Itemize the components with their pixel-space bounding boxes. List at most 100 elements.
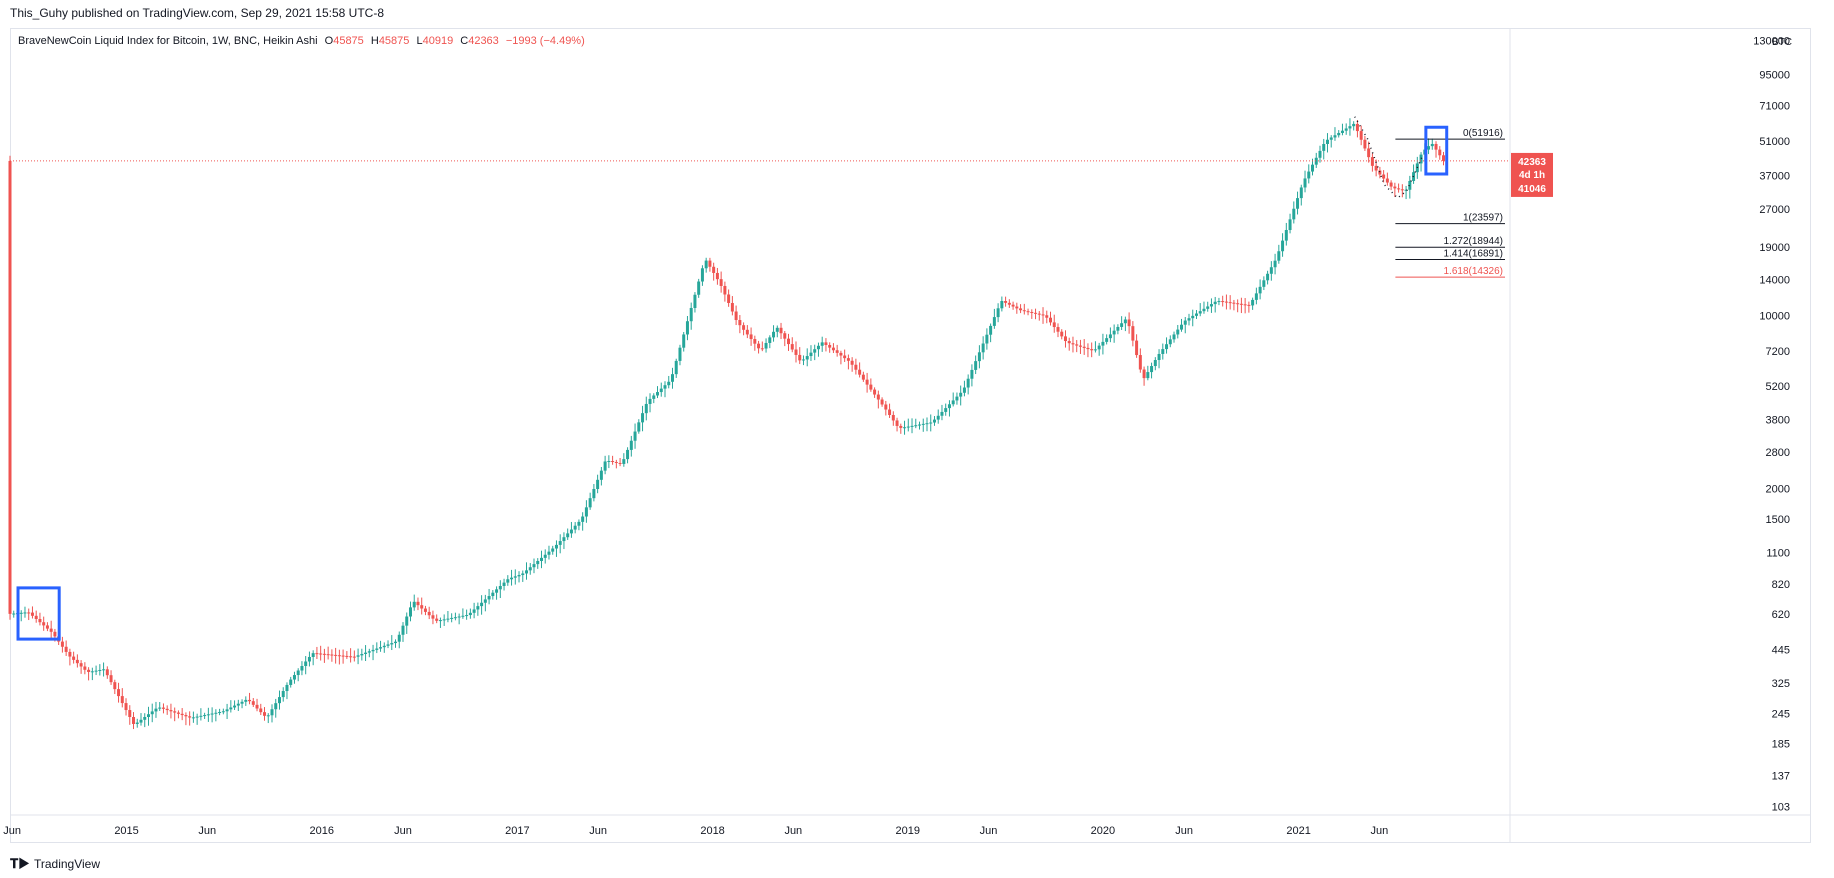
candle-body: [970, 369, 974, 379]
candle-body: [1112, 330, 1116, 335]
candle-body: [397, 634, 401, 642]
candle-body: [884, 404, 888, 410]
candle-body: [1138, 355, 1142, 370]
candle-body: [629, 440, 633, 450]
candle-body: [843, 355, 847, 359]
candle-body: [1292, 208, 1296, 220]
y-tick-label: 7200: [1766, 346, 1790, 358]
candle-body: [352, 656, 356, 658]
candle-body: [562, 537, 566, 542]
candle-body: [1385, 178, 1389, 183]
candle-body: [375, 648, 379, 650]
candle-body: [277, 697, 281, 704]
candle-body: [420, 605, 424, 609]
candle-body: [850, 360, 854, 365]
candle-body: [442, 619, 446, 621]
candle-body: [685, 321, 689, 335]
change-value: −1993 (−4.49%): [505, 35, 585, 47]
candle-body: [1180, 324, 1184, 330]
candle-body: [940, 411, 944, 416]
candle-body: [566, 533, 570, 538]
candle-body: [1105, 338, 1109, 342]
candle-body: [1404, 189, 1408, 191]
candle-body: [210, 713, 214, 715]
candle-body: [53, 631, 57, 637]
y-tick-label: 51000: [1759, 136, 1790, 148]
candle-body: [757, 343, 761, 349]
candle-body: [1236, 303, 1240, 305]
candle-body: [678, 347, 682, 361]
candle-body: [128, 710, 132, 717]
candle-body: [266, 715, 270, 717]
candle-body: [225, 709, 229, 712]
candle-body: [1247, 304, 1251, 306]
candle-body: [876, 394, 880, 400]
candle-body: [944, 408, 948, 412]
candle-body: [1221, 301, 1225, 303]
candle-body: [1011, 304, 1015, 307]
y-tick-label: 103: [1772, 801, 1790, 813]
candle-body: [109, 675, 113, 683]
candle-body: [719, 279, 723, 286]
candle-body: [989, 325, 993, 335]
candle-body: [90, 671, 94, 673]
candle-body: [670, 374, 674, 382]
candle-body: [1056, 327, 1060, 332]
candle-body: [476, 606, 480, 610]
candle-body: [764, 342, 768, 349]
candle-body: [712, 266, 716, 273]
candle-body: [199, 715, 203, 717]
candle-body: [869, 384, 873, 390]
candle-body: [805, 356, 809, 360]
candle-body: [730, 302, 734, 312]
candle-body: [1258, 286, 1262, 294]
candle-body: [143, 716, 147, 720]
candle-body: [483, 599, 487, 603]
candle-body: [779, 327, 783, 334]
candle-body: [1397, 188, 1401, 190]
candle-body: [498, 585, 502, 590]
candle-body: [700, 268, 704, 282]
candle-body: [79, 663, 83, 667]
candle-body: [1030, 312, 1034, 314]
candle-body: [334, 654, 338, 656]
candle-body: [1000, 301, 1004, 309]
candle-body: [614, 461, 618, 463]
candle-body: [985, 334, 989, 344]
x-tick-label: Jun: [1370, 825, 1388, 837]
candle-body: [105, 669, 109, 676]
candle-body: [727, 294, 731, 303]
candle-body: [1052, 322, 1056, 328]
candle-body: [547, 551, 551, 555]
candle-body: [1176, 329, 1180, 335]
open-label: O: [324, 35, 334, 47]
candle-body: [1090, 349, 1094, 351]
candle-body: [996, 308, 1000, 318]
candle-body: [8, 160, 12, 614]
tradingview-footer[interactable]: 𝐓▶ TradingView: [10, 856, 100, 872]
candle-body: [1284, 229, 1288, 241]
candle-body: [704, 260, 708, 269]
candle-body: [656, 392, 660, 396]
close-label: C: [460, 35, 469, 47]
y-tick-label: 95000: [1759, 69, 1790, 81]
candle-body: [790, 344, 794, 350]
last-price-badge: [1511, 152, 1553, 197]
candle-body: [1389, 182, 1393, 187]
candle-body: [304, 661, 308, 667]
candle-body: [188, 716, 192, 718]
candle-body: [951, 400, 955, 405]
y-tick-label: 445: [1772, 644, 1790, 656]
candle-body: [480, 602, 484, 607]
candle-body: [599, 470, 603, 480]
candle-body: [659, 388, 663, 393]
candle-body: [158, 707, 162, 709]
x-tick-label: Jun: [3, 825, 21, 837]
candle-body: [270, 709, 274, 716]
candle-body: [240, 701, 244, 704]
candle-body: [637, 422, 641, 432]
candle-body: [925, 423, 929, 425]
candle-body: [1131, 326, 1135, 341]
candle-body: [510, 577, 514, 580]
